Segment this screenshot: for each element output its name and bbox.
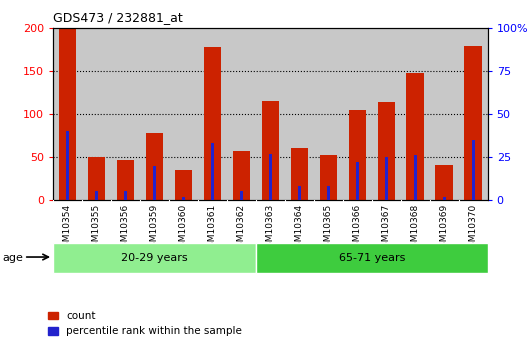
Bar	[472, 140, 475, 200]
Text: 65-71 years: 65-71 years	[339, 253, 405, 263]
Bar	[211, 143, 214, 200]
Bar	[290, 148, 308, 200]
Legend: count, percentile rank within the sample: count, percentile rank within the sample	[48, 311, 242, 336]
Bar	[377, 102, 395, 200]
Bar	[443, 197, 446, 200]
Text: GSM10360: GSM10360	[179, 204, 188, 253]
Bar	[464, 46, 482, 200]
Bar	[256, 243, 488, 273]
Text: GSM10366: GSM10366	[353, 204, 361, 253]
Text: GSM10363: GSM10363	[266, 204, 275, 253]
Bar	[175, 170, 192, 200]
Bar	[59, 29, 76, 200]
Text: GSM10368: GSM10368	[411, 204, 420, 253]
Bar	[124, 191, 127, 200]
Bar	[326, 186, 330, 200]
Text: GSM10370: GSM10370	[469, 204, 478, 253]
Bar	[146, 133, 163, 200]
Text: GSM10365: GSM10365	[324, 204, 333, 253]
Bar	[262, 101, 279, 200]
Bar	[153, 166, 156, 200]
Text: GSM10355: GSM10355	[92, 204, 101, 253]
Bar	[385, 157, 388, 200]
Bar	[436, 165, 453, 200]
Bar	[95, 191, 98, 200]
Bar	[117, 159, 134, 200]
Text: GDS473 / 232881_at: GDS473 / 232881_at	[53, 11, 183, 24]
Text: GSM10359: GSM10359	[150, 204, 159, 253]
Text: GSM10367: GSM10367	[382, 204, 391, 253]
Text: GSM10364: GSM10364	[295, 204, 304, 253]
Bar	[53, 243, 256, 273]
Text: 20-29 years: 20-29 years	[121, 253, 188, 263]
Bar	[66, 131, 69, 200]
Text: GSM10369: GSM10369	[440, 204, 448, 253]
Bar	[88, 157, 105, 200]
Bar	[240, 191, 243, 200]
Bar	[182, 197, 185, 200]
Bar	[407, 73, 424, 200]
Text: age: age	[3, 253, 23, 263]
Text: GSM10356: GSM10356	[121, 204, 130, 253]
Bar	[298, 186, 301, 200]
Text: GSM10354: GSM10354	[63, 204, 72, 253]
Bar	[413, 155, 417, 200]
Bar	[356, 162, 359, 200]
Text: GSM10362: GSM10362	[237, 204, 246, 253]
Text: GSM10361: GSM10361	[208, 204, 217, 253]
Bar	[320, 155, 337, 200]
Bar	[349, 110, 366, 200]
Bar	[204, 47, 221, 200]
Bar	[233, 151, 250, 200]
Bar	[269, 154, 272, 200]
